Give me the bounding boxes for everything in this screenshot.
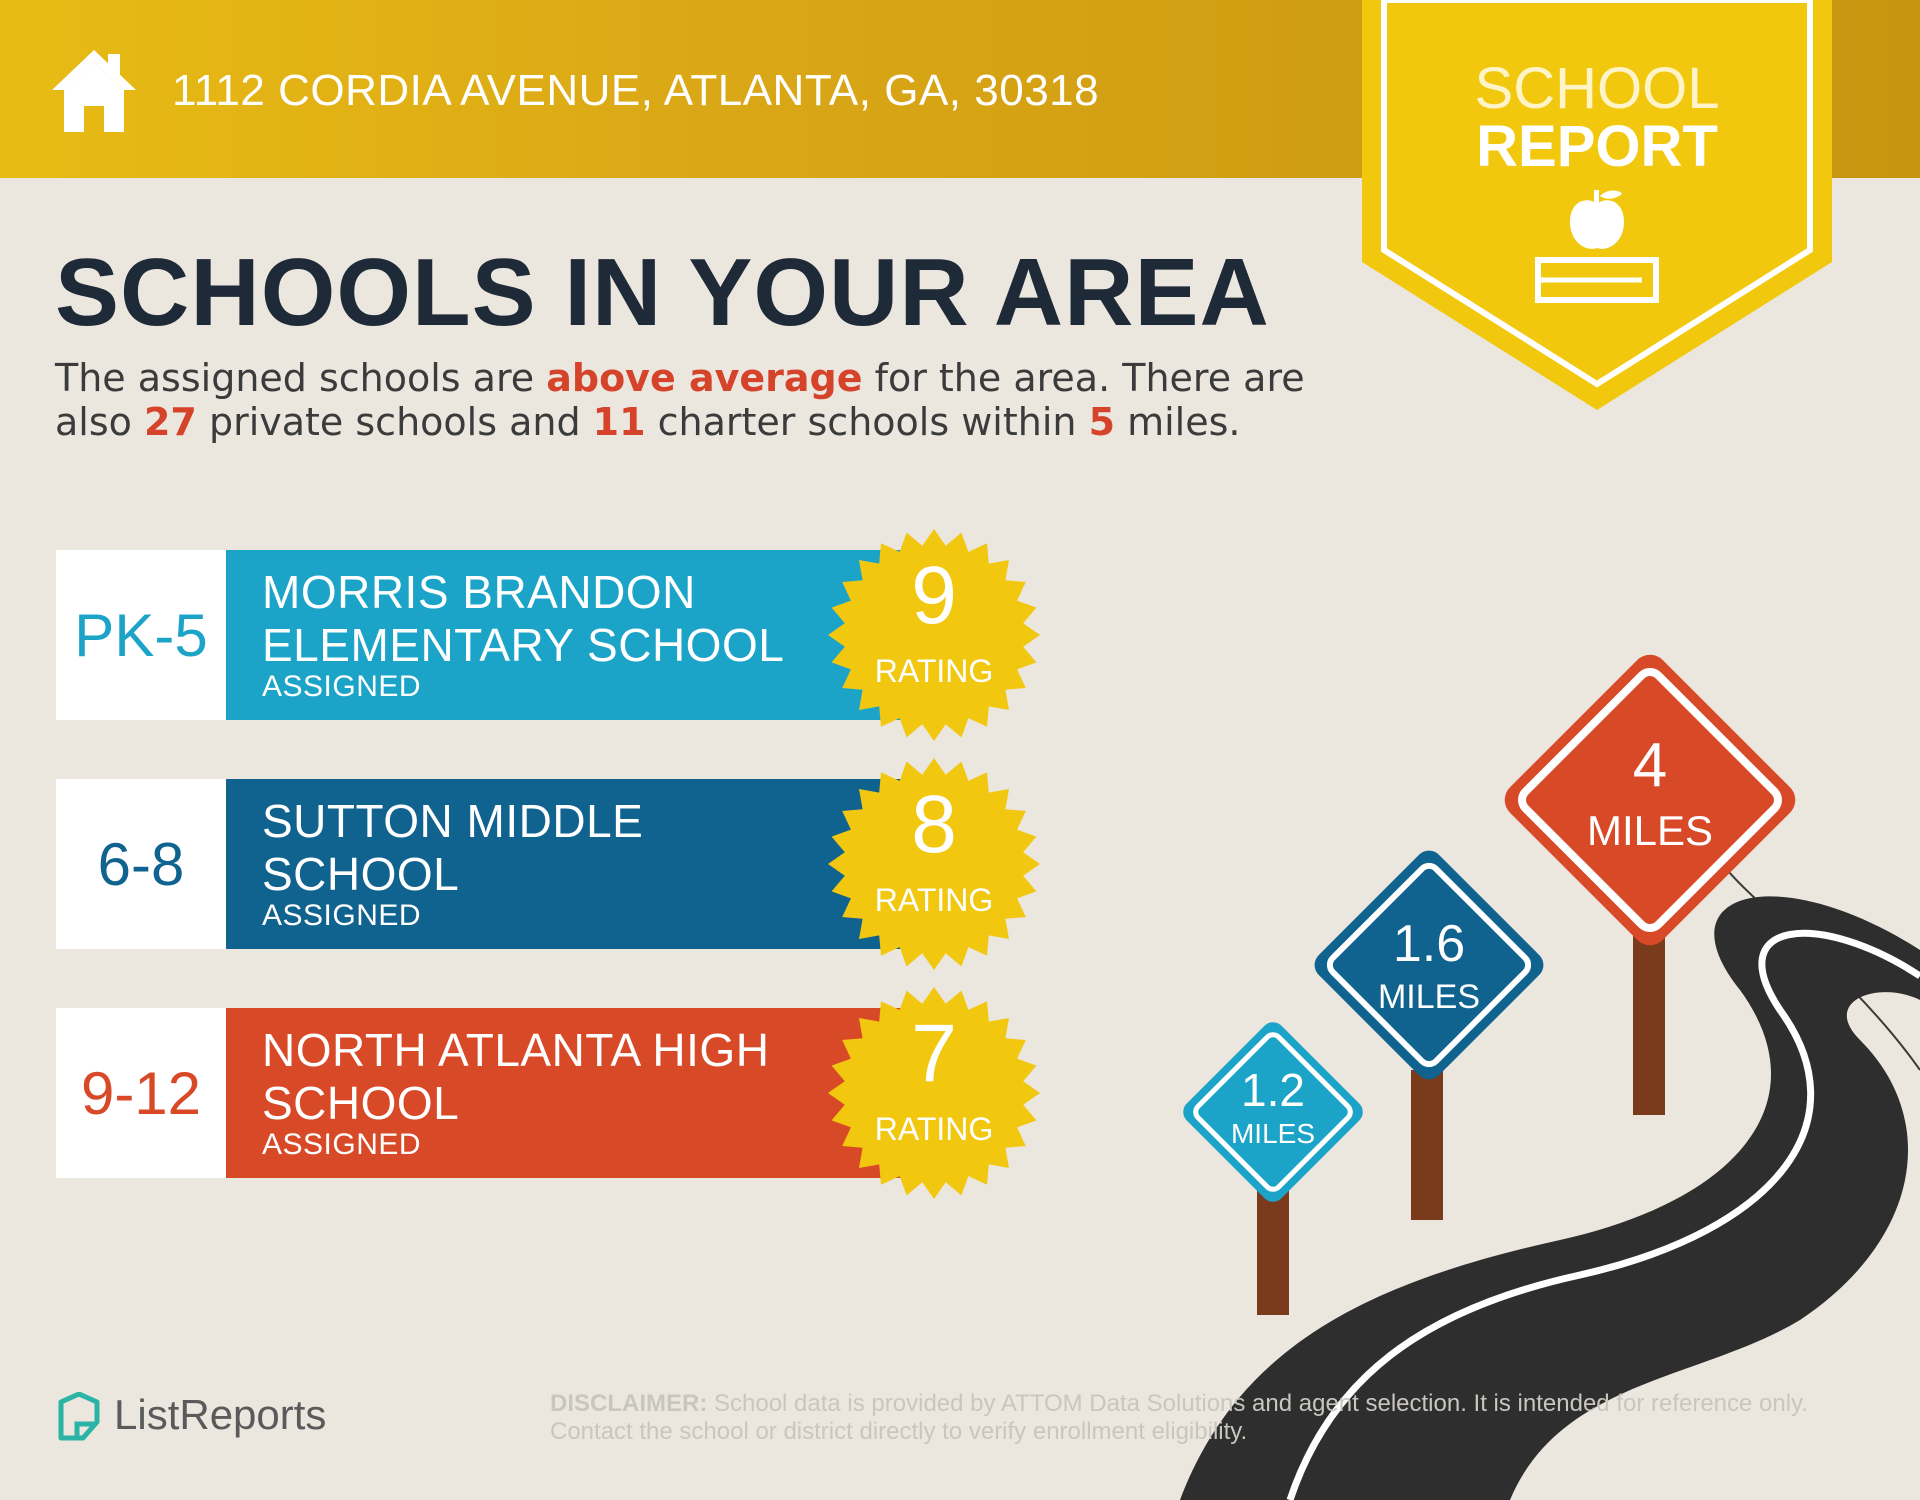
rating-seal: 8 RATING [824, 754, 1044, 974]
sign-unit: MILES [1586, 807, 1714, 854]
grade-range: 9-12 [56, 1008, 226, 1178]
house-icon [52, 50, 136, 132]
sign-distance: 1.2 [1241, 1064, 1305, 1116]
school-status: ASSIGNED [262, 899, 422, 932]
diamond-sign [1314, 850, 1544, 1080]
school-name: MORRIS BRANDON ELEMENTARY SCHOOL [262, 566, 785, 671]
rating-label: RATING [874, 1111, 994, 1147]
intro-text: miles. [1115, 400, 1241, 444]
diamond-sign [1183, 1022, 1363, 1202]
disclaimer-label: DISCLAIMER: [550, 1390, 708, 1417]
disclaimer: DISCLAIMER: School data is provided by A… [550, 1390, 1810, 1446]
school-name-band: SUTTON MIDDLE SCHOOL ASSIGNED [226, 779, 946, 949]
private-school-count: 27 [143, 400, 197, 444]
rating-seal: 9 RATING [824, 525, 1044, 745]
rating-seal: 7 RATING [824, 983, 1044, 1203]
charter-school-count: 11 [592, 400, 646, 444]
grade-range: 6-8 [56, 779, 226, 949]
listreports-logo-icon [58, 1392, 100, 1441]
school-name: SUTTON MIDDLE SCHOOL [262, 795, 644, 900]
rating-value: 7 [911, 1008, 957, 1099]
intro-text: for the area. There are also [55, 356, 1305, 444]
intro-text: The assigned schools are [55, 356, 547, 400]
school-name-band: NORTH ATLANTA HIGH SCHOOL ASSIGNED [226, 1008, 946, 1178]
intro-paragraph: The assigned schools are above average f… [55, 356, 1355, 444]
school-name-band: MORRIS BRANDON ELEMENTARY SCHOOL ASSIGNE… [226, 550, 946, 720]
listreports-logo-text: ListReports [114, 1391, 327, 1438]
seal-shape [828, 529, 1040, 741]
distance-sign-high: 4 MILES [1480, 630, 1820, 970]
rating-value: 8 [911, 779, 957, 870]
sign-unit: MILES [1377, 978, 1481, 1016]
rating-label: RATING [874, 882, 994, 918]
radius-miles: 5 [1088, 400, 1116, 444]
property-address: 1112 CORDIA AVENUE, ATLANTA, GA, 30318 [172, 66, 1100, 115]
apple-on-book-icon [1535, 190, 1659, 303]
school-name: NORTH ATLANTA HIGH SCHOOL [262, 1024, 770, 1129]
diamond-sign [1504, 654, 1796, 946]
intro-text: charter schools within [645, 400, 1089, 444]
distance-sign-middle: 1.6 MILES [1294, 830, 1564, 1100]
grade-range: PK-5 [56, 550, 226, 720]
school-row-middle: 6-8 SUTTON MIDDLE SCHOOL ASSIGNED 8 RATI… [56, 758, 1040, 970]
rating-label: RATING [874, 653, 994, 689]
page-title: SCHOOLS IN YOUR AREA [55, 239, 1270, 346]
school-status: ASSIGNED [262, 670, 422, 703]
school-row-high: 9-12 NORTH ATLANTA HIGH SCHOOL ASSIGNED … [56, 987, 1040, 1199]
sign-distance: 1.6 [1392, 915, 1466, 973]
sign-post [1257, 1180, 1289, 1315]
seal-shape [828, 758, 1040, 970]
sign-distance: 4 [1632, 731, 1668, 800]
school-report-title: SCHOOL REPORT [1362, 60, 1832, 176]
intro-highlight: above average [546, 356, 863, 400]
intro-text: private schools and [196, 400, 593, 444]
banner-line-2: REPORT [1476, 114, 1718, 179]
banner-line-1: SCHOOL [1474, 56, 1720, 121]
school-status: ASSIGNED [262, 1128, 422, 1161]
seal-shape [828, 987, 1040, 1199]
sign-unit: MILES [1230, 1118, 1316, 1149]
school-row-elementary: PK-5 MORRIS BRANDON ELEMENTARY SCHOOL AS… [56, 529, 1040, 741]
sign-post [1411, 1070, 1443, 1220]
rating-value: 9 [911, 550, 957, 641]
disclaimer-text: School data is provided by ATTOM Data So… [550, 1390, 1808, 1445]
distance-sign-elementary: 1.2 MILES [1166, 1005, 1380, 1219]
